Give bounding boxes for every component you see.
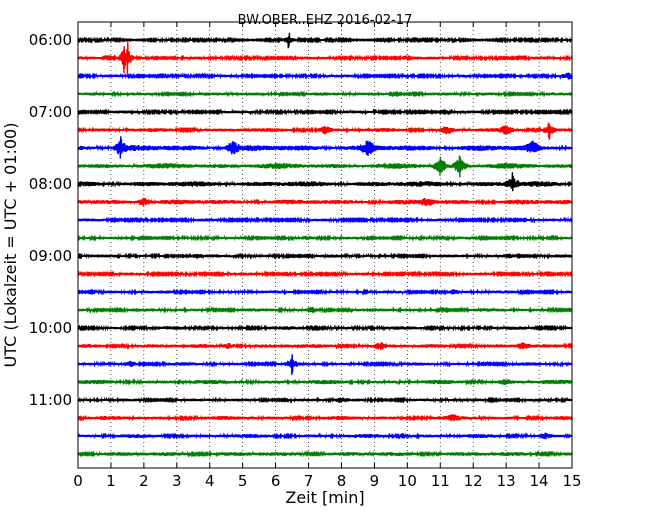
x-tick-label-2: 2	[139, 472, 149, 490]
plot-frame	[77, 21, 573, 469]
x-tick-label-14: 14	[530, 472, 549, 490]
seismogram-trace-0615	[77, 41, 573, 76]
seismogram-trace-0830	[77, 216, 573, 224]
x-tick-label-1: 1	[106, 472, 116, 490]
x-tick-label-13: 13	[497, 472, 516, 490]
seismogram-trace-0845	[77, 234, 573, 242]
seismogram-trace-0645	[77, 90, 573, 98]
seismogram-trace-0815	[77, 197, 573, 207]
x-tick-label-0: 0	[73, 472, 83, 490]
seismogram-trace-1015	[77, 342, 573, 351]
x-tick-label-6: 6	[271, 472, 281, 490]
seismogram-trace-0715	[77, 122, 573, 140]
seismogram-trace-0800	[77, 172, 573, 192]
seismogram-trace-1115	[77, 414, 573, 422]
seismogram-trace-0915	[77, 270, 573, 278]
seismogram-trace-1145	[77, 450, 573, 458]
x-tick-label-5: 5	[238, 472, 248, 490]
y-tick-label-3: 09:00	[29, 247, 72, 265]
x-tick-label-12: 12	[464, 472, 483, 490]
x-axis-label: Zeit [min]	[285, 488, 364, 507]
x-tick-label-7: 7	[304, 472, 314, 490]
x-tick-label-3: 3	[172, 472, 182, 490]
seismogram-trace-1130	[77, 432, 573, 440]
axis-ticks: 0 1 2 3 4 5 6 7 8 9 10 11 12 13 14 1506:0007:0008:0009:…	[29, 22, 582, 490]
seismogram-trace-0745	[77, 155, 573, 178]
x-tick-label-9: 9	[370, 472, 380, 490]
x-tick-label-11: 11	[431, 472, 450, 490]
x-tick-label-15: 15	[562, 472, 581, 490]
x-tick-label-10: 10	[398, 472, 417, 490]
y-tick-label-2: 08:00	[29, 175, 72, 193]
seismogram-trace-1030	[77, 354, 573, 375]
y-tick-label-0: 06:00	[29, 31, 72, 49]
chart-title: BW.OBER..EHZ 2016-02-17	[238, 13, 413, 28]
seismogram-trace-0630	[77, 72, 573, 80]
seismogram-trace-0900	[77, 252, 573, 260]
y-tick-label-4: 10:00	[29, 319, 72, 337]
seismogram-trace-0930	[77, 288, 573, 296]
seismogram-trace-1100	[77, 396, 573, 404]
y-tick-label-5: 11:00	[29, 391, 72, 409]
seismogram-trace-1000	[77, 324, 573, 332]
seismogram-trace-0600	[77, 32, 573, 49]
y-axis-label: UTC (Lokalzeit = UTC + 01:00)	[1, 123, 20, 368]
seismogram-trace-0945	[77, 306, 573, 314]
seismogram-trace-1045	[77, 378, 573, 386]
y-tick-label-1: 07:00	[29, 103, 72, 121]
x-tick-label-4: 4	[205, 472, 215, 490]
x-tick-label-8: 8	[337, 472, 347, 490]
seismogram-trace-0730	[77, 136, 573, 159]
seismogram-trace-0700	[77, 108, 573, 116]
seismogram-traces	[77, 32, 573, 458]
